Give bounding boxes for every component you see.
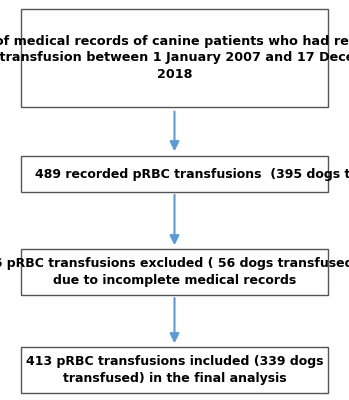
FancyBboxPatch shape [21, 249, 328, 295]
Text: 413 pRBC transfusions included (339 dogs
transfused) in the final analysis: 413 pRBC transfusions included (339 dogs… [26, 355, 323, 385]
Text: 76 pRBC transfusions excluded ( 56 dogs transfused),
due to incomplete medical r: 76 pRBC transfusions excluded ( 56 dogs … [0, 257, 349, 287]
Text: Search of medical records of canine patients who had received a
pRBC transfusion: Search of medical records of canine pati… [0, 34, 349, 82]
FancyBboxPatch shape [21, 156, 328, 192]
FancyBboxPatch shape [21, 9, 328, 107]
FancyBboxPatch shape [21, 347, 328, 393]
Text: 489 recorded pRBC transfusions  (395 dogs transfused): 489 recorded pRBC transfusions (395 dogs… [35, 168, 349, 180]
